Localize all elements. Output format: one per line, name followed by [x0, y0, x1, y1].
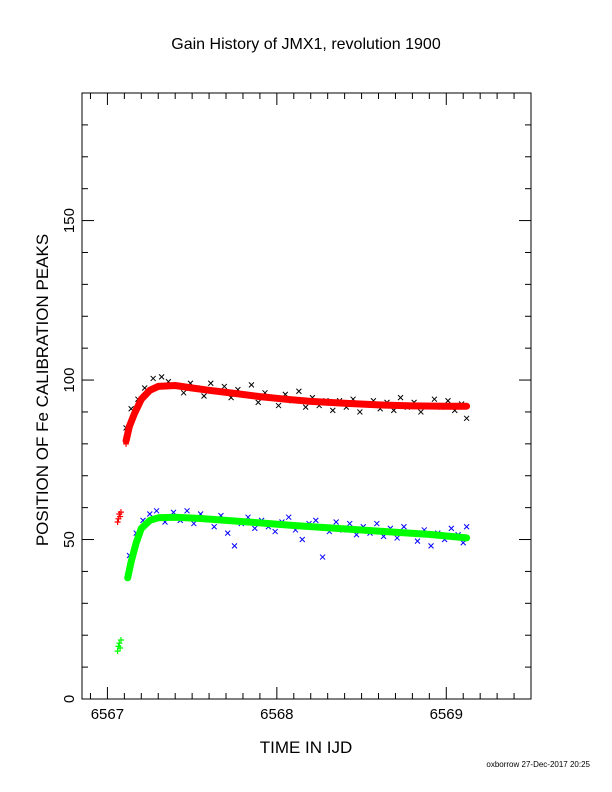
data-point: [231, 543, 238, 549]
data-point: [296, 388, 302, 395]
data-point: [431, 396, 438, 403]
calibration-point: [114, 518, 121, 525]
data-point: [255, 399, 262, 406]
data-point: [190, 520, 197, 527]
calibration-point: [117, 636, 124, 643]
data-point: [463, 415, 470, 422]
y-tick-label: 0: [61, 695, 78, 703]
data-point: [319, 554, 326, 560]
data-point: [211, 523, 218, 530]
x-tick-label: 6569: [430, 706, 463, 723]
x-axis-label: TIME IN IJD: [259, 738, 353, 757]
data-series: [114, 374, 471, 655]
calibration-point: [117, 509, 124, 516]
data-point: [418, 409, 424, 415]
data-point: [357, 409, 363, 415]
data-point: [445, 397, 451, 404]
y-tick-label: 100: [61, 368, 78, 393]
data-point: [428, 543, 434, 549]
data-point: [224, 530, 231, 537]
plot-frame: [81, 92, 532, 700]
data-point: [463, 523, 470, 530]
calibration-point: [116, 640, 123, 647]
data-point: [329, 407, 336, 414]
data-point: [373, 520, 380, 527]
data-point: [397, 394, 404, 401]
calibration-point: [123, 440, 130, 447]
data-point: [180, 389, 187, 396]
calibration-point: [117, 513, 124, 520]
data-point: [207, 380, 214, 387]
axis-ticks: [82, 92, 532, 700]
data-point: [153, 507, 160, 514]
data-point: [201, 393, 207, 399]
data-point: [299, 536, 306, 543]
calibration-point: [114, 648, 121, 655]
calibration-point: [124, 573, 131, 580]
x-tick-label: 6568: [260, 706, 293, 723]
data-point: [346, 520, 353, 527]
data-point: [272, 528, 279, 535]
axis-tick-labels: 0 50 100 150 6567 6568 6569: [61, 208, 463, 723]
fit-curve: [124, 513, 471, 582]
data-point: [150, 375, 157, 382]
fit-curve: [122, 382, 471, 445]
data-point: [448, 525, 455, 532]
page-title: Gain History of JMX1, revolution 1900: [171, 36, 441, 53]
data-point: [248, 381, 255, 388]
calibration-point: [117, 644, 124, 651]
y-tick-label: 150: [61, 208, 78, 233]
footer-credit: oxborrow 27-Dec-2017 20:25: [486, 760, 590, 769]
data-point: [275, 402, 282, 409]
data-point: [146, 511, 153, 517]
data-point: [184, 507, 190, 514]
data-point: [221, 383, 228, 390]
y-axis-label: POSITION OF Fe CALIBRATION PEAKS: [33, 233, 52, 547]
data-point: [414, 538, 421, 544]
data-point: [251, 525, 258, 532]
data-point: [285, 514, 292, 521]
data-point: [401, 523, 407, 530]
data-point: [302, 404, 309, 411]
data-point: [333, 519, 340, 525]
data-point: [312, 517, 319, 524]
data-point: [158, 374, 165, 380]
y-tick-label: 50: [61, 531, 78, 548]
data-point: [394, 535, 401, 541]
x-tick-label: 6567: [91, 706, 124, 723]
